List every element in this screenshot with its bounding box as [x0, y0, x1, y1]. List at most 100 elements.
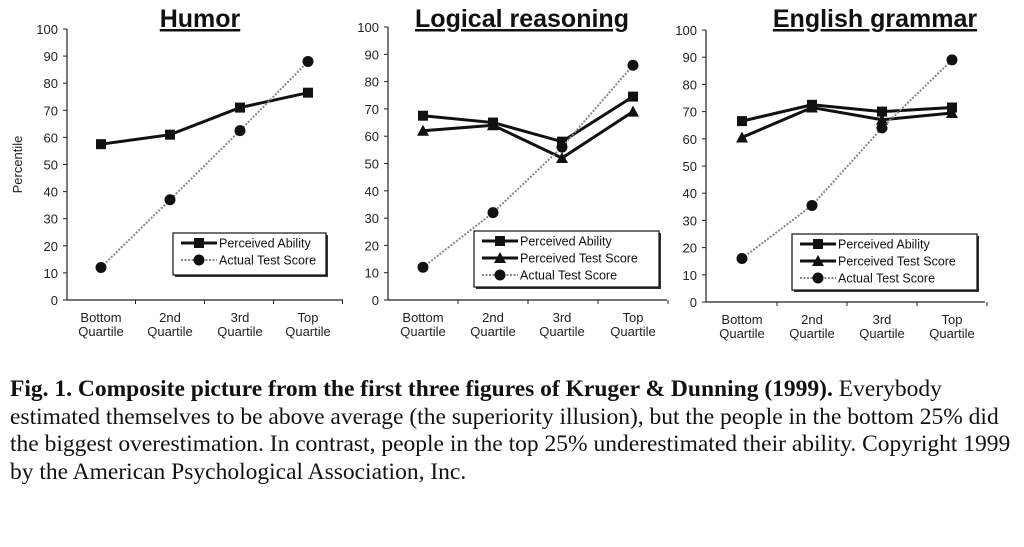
x-tick-label-line: Quartile — [400, 324, 446, 339]
y-axis-label: Percentile — [10, 136, 25, 194]
data-point — [877, 106, 887, 117]
y-tick-label: 80 — [683, 77, 697, 92]
x-tick-label: 3rd Quartile — [217, 310, 263, 339]
y-tick-label: 50 — [365, 157, 379, 172]
y-tick-label: 30 — [683, 213, 697, 228]
legend-marker — [194, 238, 204, 248]
data-point — [628, 91, 638, 102]
series-line-perceived-ability — [100, 91, 309, 146]
data-point — [418, 110, 428, 121]
series-line-perceived-test-score — [422, 110, 634, 160]
data-point — [303, 87, 313, 98]
x-tick-label-line: 3rd — [873, 312, 892, 327]
x-tick-label-line: 2nd — [482, 310, 504, 325]
chart-title: English grammar — [773, 5, 977, 33]
x-tick-label-line: Bottom — [80, 310, 121, 325]
x-tick-label-line: Quartile — [789, 326, 835, 341]
data-point — [736, 252, 748, 264]
data-point — [876, 113, 888, 125]
y-tick-label: 60 — [683, 132, 697, 147]
legend-label: Actual Test Score — [520, 269, 617, 283]
y-tick-label: 0 — [51, 293, 58, 308]
legend: Perceived Ability Actual Test Score — [172, 232, 328, 277]
y-tick-label: 0 — [690, 295, 697, 310]
chart-title: Logical reasoning — [415, 5, 629, 33]
series-line-perceived-test-score — [741, 105, 953, 139]
legend-label: Perceived Ability — [219, 237, 311, 251]
data-point — [556, 141, 568, 153]
y-tick-label: 80 — [44, 76, 58, 91]
y-tick-label: 60 — [365, 129, 379, 144]
y-tick-label: 70 — [44, 103, 58, 118]
legend-marker — [494, 252, 506, 263]
y-tick-label: 60 — [44, 130, 58, 145]
legend: Perceived Ability Perceived Test Score Act… — [791, 233, 979, 292]
legend-marker — [495, 236, 505, 246]
data-point — [417, 124, 429, 136]
legend-label: Actual Test Score — [219, 254, 316, 268]
x-tick-label-line: Bottom — [402, 310, 443, 325]
y-tick-label: 20 — [44, 239, 58, 254]
legend-marker — [812, 272, 824, 284]
data-point — [96, 139, 106, 150]
x-tick-label-line: Quartile — [719, 326, 765, 341]
x-tick-label-line: Quartile — [470, 324, 516, 339]
x-tick-label: Top Quartile — [285, 310, 331, 339]
y-tick-label: 20 — [683, 241, 697, 256]
data-point — [302, 56, 314, 68]
x-tick-label: 3rd Quartile — [539, 310, 585, 339]
chart-title: Humor — [160, 5, 241, 33]
series-line-perceived-ability — [422, 95, 634, 144]
legend-label: Actual Test Score — [838, 272, 935, 286]
x-tick-label: Bottom Quartile — [400, 310, 446, 339]
chart-english-grammar: English grammar 0 10 20 30 40 50 60 70 80 90 100 Bot… — [675, 5, 988, 341]
caption-text: Everybody estimated themselves to be abo… — [10, 376, 1011, 485]
x-tick-label: Top Quartile — [610, 310, 656, 339]
x-tick-label: 2nd Quartile — [789, 312, 835, 341]
legend-label: Perceived Test Score — [838, 255, 956, 269]
legend-label: Perceived Ability — [520, 235, 612, 249]
y-tick-label: 70 — [365, 102, 379, 117]
x-tick-label-line: Quartile — [78, 324, 124, 339]
legend-label: Perceived Test Score — [520, 252, 638, 266]
data-point — [876, 122, 888, 134]
x-tick-label-line: 3rd — [231, 310, 250, 325]
data-point — [164, 194, 176, 206]
y-tick-label: 40 — [365, 184, 379, 199]
data-point — [946, 106, 958, 118]
y-tick-label: 20 — [365, 238, 379, 253]
chart-logical-reasoning: Logical reasoning 0 10 20 30 40 50 60 70 80 90 100 B… — [357, 5, 669, 339]
data-point — [95, 261, 107, 273]
y-tick-label: 100 — [675, 23, 697, 38]
caption-title: Fig. 1. Composite picture from the first… — [10, 376, 833, 402]
x-tick-label-line: Quartile — [217, 324, 263, 339]
y-tick-label: 90 — [365, 47, 379, 62]
y-tick-label: 10 — [44, 266, 58, 281]
legend-marker — [813, 239, 823, 249]
y-tick-label: 30 — [365, 211, 379, 226]
data-point — [736, 131, 748, 143]
x-tick-label-line: Top — [942, 312, 963, 327]
legend-marker — [812, 255, 824, 266]
data-point — [627, 105, 639, 117]
y-tick-label: 50 — [683, 159, 697, 174]
x-tick-label: Bottom Quartile — [719, 312, 765, 341]
y-tick-label: 90 — [44, 49, 58, 64]
x-tick-label-line: Quartile — [610, 324, 656, 339]
x-tick-label-line: 2nd — [159, 310, 181, 325]
data-point — [417, 261, 429, 273]
data-point — [235, 102, 245, 113]
y-tick-label: 40 — [44, 185, 58, 200]
data-point — [487, 207, 499, 219]
y-tick-label: 40 — [683, 186, 697, 201]
x-tick-label: Top Quartile — [929, 312, 975, 341]
x-tick-label-line: Top — [623, 310, 644, 325]
x-tick-label: Bottom Quartile — [78, 310, 124, 339]
x-tick-label-line: Quartile — [147, 324, 193, 339]
x-tick-label-line: Bottom — [721, 312, 762, 327]
x-tick-label-line: Quartile — [929, 326, 975, 341]
x-tick-label-line: 3rd — [553, 310, 572, 325]
x-tick-label-line: Top — [298, 310, 319, 325]
